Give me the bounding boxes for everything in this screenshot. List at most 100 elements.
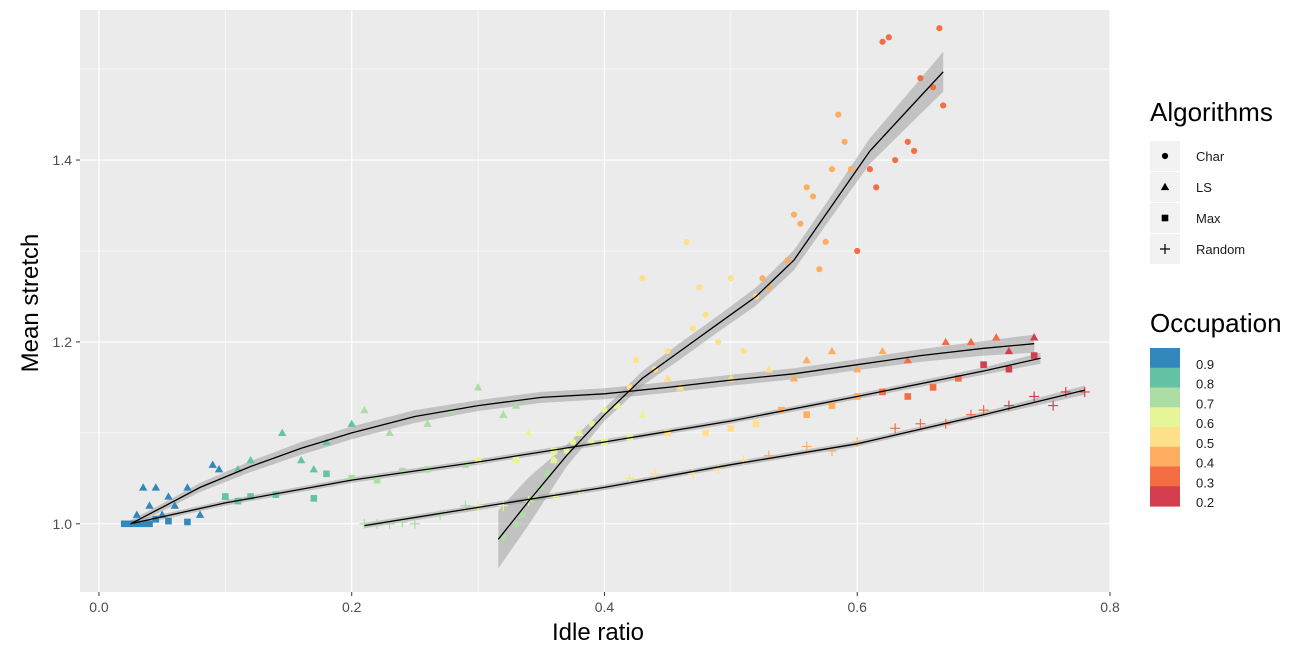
plot-panel [80,10,1110,592]
data-point-max [152,515,160,523]
data-point-char [588,420,595,427]
confidence-band-ls [130,334,1035,528]
data-point-max [139,520,147,528]
data-point-char [929,84,937,91]
data-point-max [1005,365,1013,373]
y-tick-label: 1.2 [53,334,73,350]
data-point-ls [676,383,685,391]
data-point-max [222,493,229,500]
data-point-ls [214,465,224,473]
data-point-char [759,275,766,282]
data-point-max [904,393,912,400]
data-point-random [890,423,901,434]
data-point-ls [423,419,432,427]
data-point-ls [1029,333,1039,341]
data-point-max [146,520,153,528]
x-tick-label: 0.8 [1100,599,1120,615]
legend-label-ls: LS [1196,180,1212,195]
legend-color-swatch [1150,446,1180,468]
data-point-max [929,384,937,391]
data-point-char [727,275,734,282]
data-point-ls [827,346,837,355]
smooth-line-random [364,389,1085,527]
data-point-ls [575,428,584,437]
axis-ticks: 0.0 0.2 0.4 0.6 0.8 1.0 1.2 1.4 [53,152,1120,615]
data-point-char [822,238,829,245]
data-point-random [1160,244,1170,254]
data-point-random [738,455,749,466]
data-point-random [915,418,926,429]
data-point-ls [164,492,173,500]
legend-label-max: Max [1196,211,1221,226]
data-point-char [854,247,861,255]
data-point-char [683,238,690,245]
data-point-max [955,374,962,382]
data-point-max [133,520,141,528]
data-point-ls [1004,346,1014,355]
data-point-ls [511,401,521,409]
data-point-char [563,447,570,455]
data-point-ls [360,405,369,414]
data-point-max [310,495,318,502]
legend-label-occupation: 0.7 [1196,396,1214,411]
data-point-max [474,456,482,464]
data-point-char [702,311,709,318]
data-point-char [803,184,810,191]
legend-label-occupation: 0.8 [1196,377,1214,392]
data-point-char [835,111,842,118]
data-point-max [664,429,671,437]
data-point-random [801,441,812,452]
data-point-ls [309,465,319,473]
data-point-char [809,193,817,200]
data-point-char [740,347,747,355]
data-point-ls [853,365,862,373]
data-point-ls [802,355,811,364]
data-point-char [664,347,671,355]
data-point-random [397,516,408,527]
data-point-max [373,476,381,484]
legend-color-swatch [1150,367,1180,389]
major-gridlines [80,10,1111,592]
data-point-ls [966,337,976,346]
data-point-max [272,491,280,498]
data-point-ls [246,455,255,464]
x-tick-label: 0.4 [595,599,615,615]
legend-label-random: Random [1196,242,1245,257]
data-point-max [512,456,520,464]
data-point-ls [195,510,205,518]
data-point-random [473,500,484,511]
data-point-ls [347,419,356,427]
data-point-max [550,447,558,455]
data-point-ls [473,383,483,391]
data-point-ls [132,510,142,518]
data-point-max [727,425,735,432]
data-point-max [462,461,469,468]
data-point-random [978,405,989,416]
y-axis-title: Mean stretch [17,234,44,373]
data-point-char [797,220,804,227]
data-point-ls [789,374,799,382]
data-point-ls [878,346,887,355]
data-point-char [873,184,880,191]
legend-color-swatch [1150,387,1180,408]
data-point-ls [170,501,179,509]
data-point-char [892,156,899,164]
legend-label-occupation: 0.4 [1196,456,1214,471]
data-point-max [803,411,810,418]
data-point-max [247,493,254,500]
data-point-char [696,284,703,291]
x-axis-title: Idle ratio [552,619,644,646]
smooth-line-ls [130,343,1035,525]
data-point-random [1029,391,1040,402]
data-point-ls [499,410,508,418]
data-point-max [828,402,836,409]
data-point-max [127,520,134,528]
data-point-max [1161,214,1169,222]
legend-color-swatch [1150,407,1180,428]
smooth-lines [130,71,1085,540]
data-point-char [816,266,823,273]
data-point-char [1161,152,1169,160]
data-point-ls [138,483,148,491]
data-point-ls [903,355,912,364]
